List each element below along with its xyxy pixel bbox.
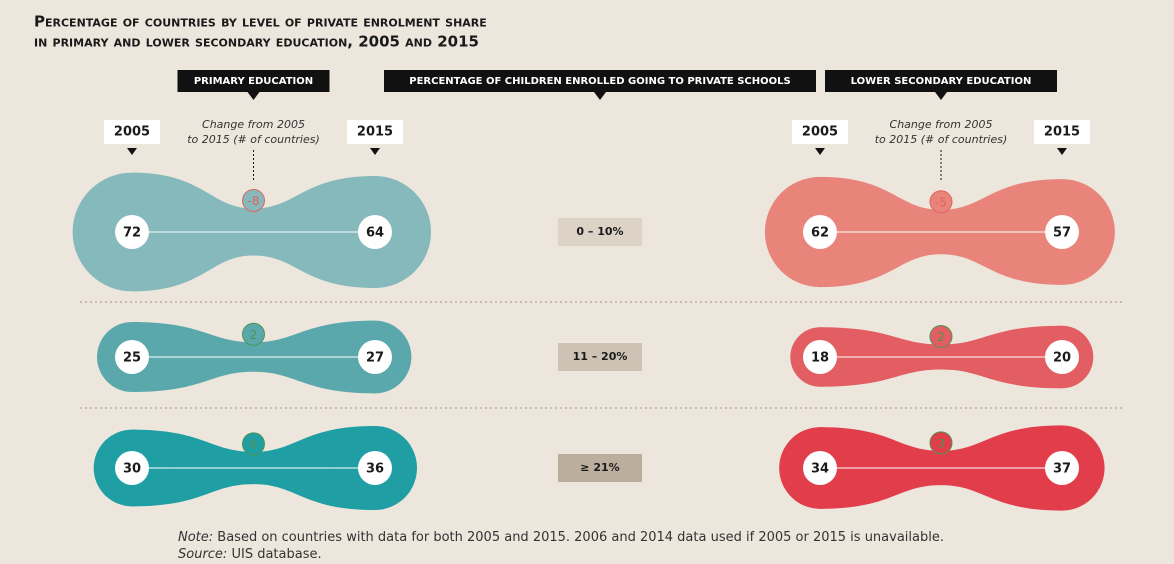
change-value: 2: [937, 330, 945, 344]
source-text: UIS database.: [231, 547, 321, 562]
category-label: 11 – 20%: [573, 350, 628, 363]
value-disc: [115, 451, 149, 485]
year-label: 2005: [114, 125, 150, 140]
year-label: 2005: [802, 125, 838, 140]
pointer: [127, 148, 137, 155]
value-disc: [115, 340, 149, 374]
value-disc: [803, 451, 837, 485]
year-box: [1034, 120, 1090, 144]
source-label: Source:: [178, 547, 227, 562]
source: Source: UIS database.: [178, 547, 322, 562]
change-circle: [242, 432, 265, 456]
value-2005: 25: [123, 351, 141, 366]
change-circle: [242, 188, 265, 212]
change-label: Change from 2005: [890, 118, 993, 131]
year-label: 2015: [1044, 125, 1080, 140]
year-label: 2015: [357, 125, 393, 140]
value-2015: 20: [1053, 351, 1071, 366]
change-circle: [929, 431, 953, 455]
value-2015: 27: [366, 351, 384, 366]
center-header: Percentage of children enrolled going to…: [409, 76, 790, 87]
pointer: [815, 148, 825, 155]
change-label: to 2015 (# of countries): [875, 133, 1008, 146]
value-2015: 37: [1053, 462, 1071, 477]
change-circle: [929, 325, 953, 349]
category-box: [558, 454, 642, 482]
value-2005: 30: [123, 462, 141, 477]
note: Note: Based on countries with data for b…: [178, 530, 944, 545]
change-value: 2: [250, 328, 258, 342]
note-text: Based on countries with data for both 20…: [217, 530, 944, 545]
value-2015: 64: [366, 226, 384, 241]
note-label: Note:: [178, 530, 213, 545]
change-value: 6: [250, 437, 258, 451]
year-box: [104, 120, 160, 144]
value-2005: 62: [811, 226, 829, 241]
value-disc: [1045, 451, 1079, 485]
title-line: Percentage of countries by level of priv…: [34, 13, 487, 31]
year-box: [792, 120, 848, 144]
panel-header: Primary education: [194, 76, 313, 87]
change-circle: [929, 190, 953, 214]
change-label: to 2015 (# of countries): [187, 133, 320, 146]
pointer: [935, 92, 947, 100]
value-2005: 34: [811, 462, 829, 477]
change-label: Change from 2005: [202, 118, 305, 131]
panel-header: Lower secondary education: [851, 76, 1032, 87]
category-label: ≥ 21%: [580, 461, 619, 474]
change-circle: [242, 322, 265, 346]
change-value: 3: [937, 436, 945, 450]
year-box: [347, 120, 403, 144]
value-2015: 57: [1053, 226, 1071, 241]
category-box: [558, 218, 642, 246]
header-box: [177, 70, 330, 92]
value-disc: [803, 215, 837, 249]
header-box: [825, 70, 1057, 92]
category-box: [558, 343, 642, 371]
pointer: [1057, 148, 1067, 155]
value-disc: [1045, 215, 1079, 249]
value-disc: [115, 215, 149, 249]
value-2005: 18: [811, 351, 829, 366]
value-disc: [1045, 340, 1079, 374]
value-2005: 72: [123, 226, 141, 241]
header-box: [384, 70, 816, 92]
title-line: in primary and lower secondary education…: [34, 33, 479, 51]
pointer: [247, 92, 260, 100]
change-value: -8: [248, 194, 260, 208]
value-disc: [358, 215, 392, 249]
category-label: 0 – 10%: [576, 225, 623, 238]
value-2015: 36: [366, 462, 384, 477]
pointer: [594, 92, 606, 100]
value-disc: [803, 340, 837, 374]
change-value: -5: [935, 195, 947, 209]
value-disc: [358, 451, 392, 485]
value-disc: [358, 340, 392, 374]
pointer: [370, 148, 380, 155]
